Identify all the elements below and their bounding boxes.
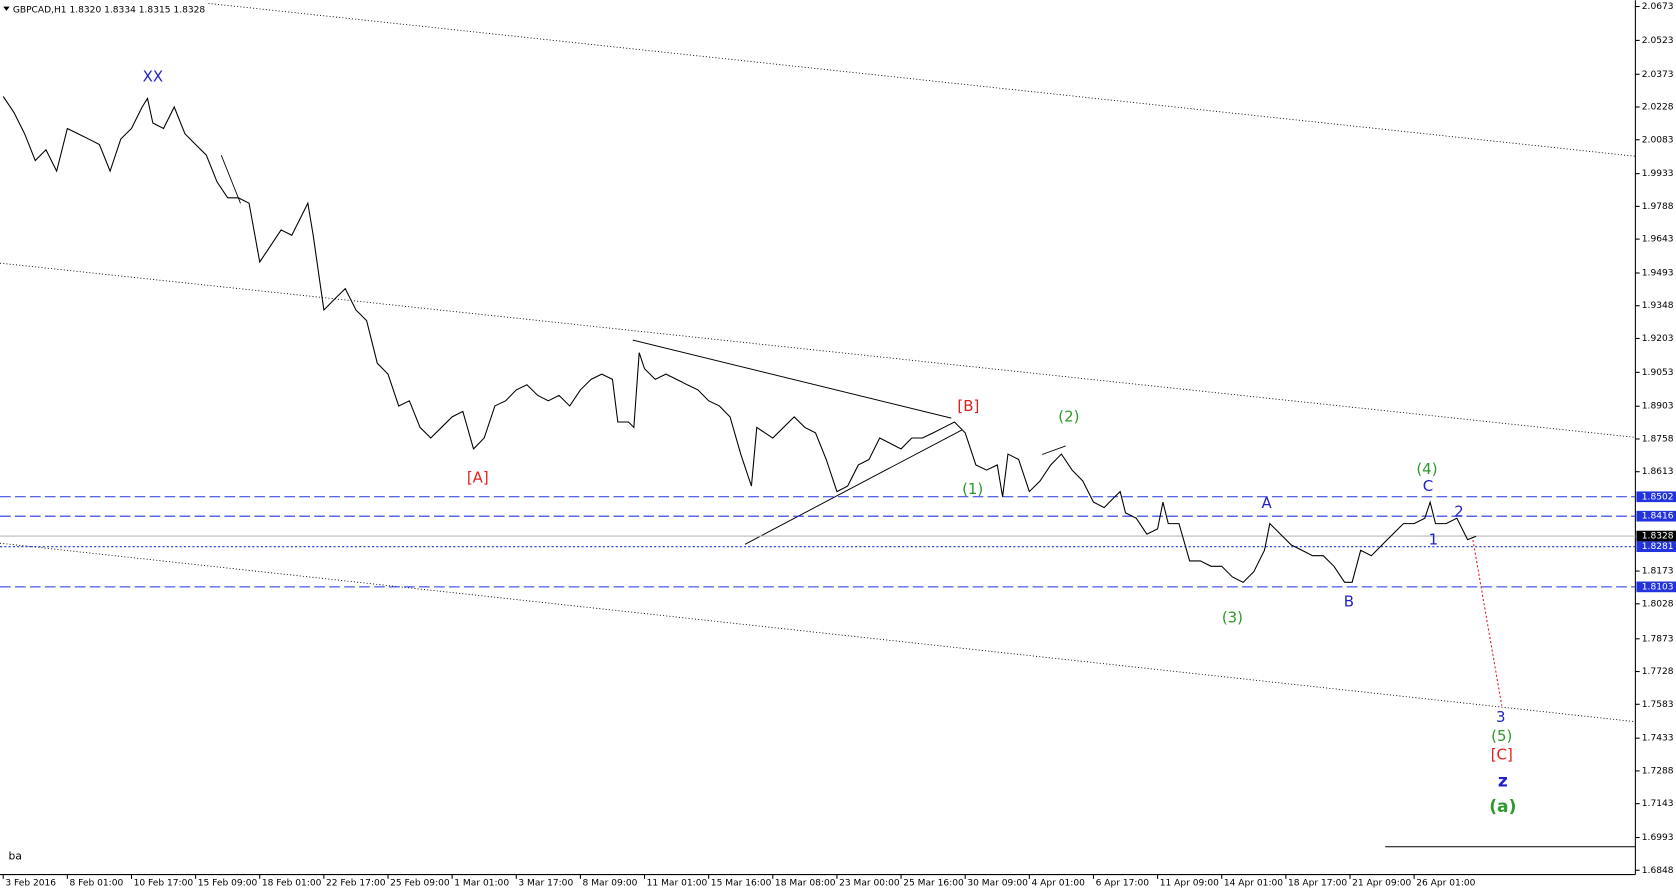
x-tick-label: 15 Mar 16:00 [711,879,772,889]
x-tick-label: 22 Feb 17:00 [326,879,386,889]
y-tick-label: 2.0673 [1642,2,1674,12]
x-tick-label: 18 Mar 08:00 [775,879,836,889]
y-tick-label: 1.7143 [1642,799,1674,809]
price-level-box [1636,510,1676,522]
wave-label: A [1262,494,1273,512]
wave-label: B [1344,592,1354,610]
wave-label: C [1423,477,1433,495]
x-tick-label: 3 Feb 2016 [5,879,56,889]
x-tick-label: 8 Feb 01:00 [69,879,123,889]
y-tick-label: 1.9348 [1642,301,1674,311]
wave-label: 2 [1454,503,1464,521]
y-tick-label: 1.7288 [1642,766,1674,776]
x-tick-label: 26 Apr 01:00 [1416,879,1475,889]
y-tick-label: 1.8173 [1642,567,1674,577]
wave-label: [C] [1491,745,1513,763]
x-tick-label: 11 Apr 09:00 [1160,879,1219,889]
y-tick-label: 1.7583 [1642,700,1674,710]
wave-label: 3 [1496,708,1506,726]
wave-label: XX [143,68,164,86]
x-tick-label: 1 Mar 01:00 [454,879,509,889]
price-level-label: 1.8416 [1642,512,1674,522]
trend-line [220,155,241,204]
price-level-box [1636,530,1676,542]
x-tick-label: 6 Apr 17:00 [1096,879,1150,889]
y-tick-label: 1.8903 [1642,402,1674,412]
price-level-label: 1.8502 [1642,492,1674,502]
y-tick-label: 1.6848 [1642,866,1674,876]
wave-label: (3) [1222,609,1243,627]
x-tick-label: 4 Apr 01:00 [1031,879,1085,889]
price-level-label: 1.8103 [1642,582,1674,592]
y-tick-label: 2.0523 [1642,36,1674,46]
x-tick-label: 10 Feb 17:00 [134,879,194,889]
wave-label: (2) [1058,408,1079,426]
wave-label: z [1498,772,1508,792]
wave-label: (1) [962,480,983,498]
price-level-label: 1.8281 [1642,542,1674,552]
x-tick-label: 14 Apr 01:00 [1224,879,1283,889]
wave-label: [A] [467,468,489,486]
y-tick-label: 1.9203 [1642,334,1674,344]
y-tick-label: 1.9053 [1642,368,1674,378]
x-tick-label: 8 Mar 09:00 [583,879,638,889]
wave-label: 1 [1429,530,1439,548]
y-tick-label: 1.8028 [1642,599,1674,609]
y-tick-label: 2.0373 [1642,70,1674,80]
triangle-line [632,339,952,419]
y-tick-label: 2.0228 [1642,103,1674,113]
y-tick-label: 1.9788 [1642,202,1674,212]
y-tick-label: 1.6993 [1642,833,1674,843]
x-tick-label: 25 Mar 16:00 [903,879,964,889]
x-tick-label: 3 Mar 17:00 [518,879,573,889]
x-tick-label: 18 Feb 01:00 [262,879,322,889]
y-tick-label: 1.7873 [1642,634,1674,644]
y-tick-label: 1.8758 [1642,434,1674,444]
price-line [2,96,1477,583]
footer-label: ba [9,849,22,862]
y-tick-label: 1.7728 [1642,667,1674,677]
price-level-box [1636,541,1676,553]
x-tick-label: 30 Mar 09:00 [967,879,1028,889]
x-tick-label: 23 Mar 00:00 [839,879,900,889]
x-tick-label: 21 Apr 09:00 [1352,879,1411,889]
x-tick-label: 25 Feb 09:00 [390,879,450,889]
price-level-box [1636,581,1676,593]
y-tick-label: 1.9933 [1642,169,1674,179]
price-level-label: 1.8328 [1642,532,1674,542]
x-tick-label: 15 Feb 09:00 [198,879,258,889]
wave-label: (5) [1491,727,1512,745]
y-tick-label: 1.9493 [1642,268,1674,278]
chart-header: GBPCAD,H1 1.8320 1.8334 1.8315 1.8328 [13,5,206,15]
layout-lines [0,0,1636,876]
y-tick-label: 1.8613 [1642,467,1674,477]
y-tick-label: 1.7433 [1642,734,1674,744]
price-level-box [1636,491,1676,503]
header-arrow [3,6,10,11]
y-tick-label: 2.0083 [1642,135,1674,145]
y-tick-label: 1.9643 [1642,235,1674,245]
trend-line [1042,445,1066,455]
wave-label: (4) [1416,460,1437,478]
x-tick-label: 11 Mar 01:00 [647,879,708,889]
x-tick-label: 18 Apr 17:00 [1288,879,1347,889]
wave-label: [B] [957,397,979,415]
triangle-line [744,429,963,545]
wave-label: (a) [1489,797,1516,817]
